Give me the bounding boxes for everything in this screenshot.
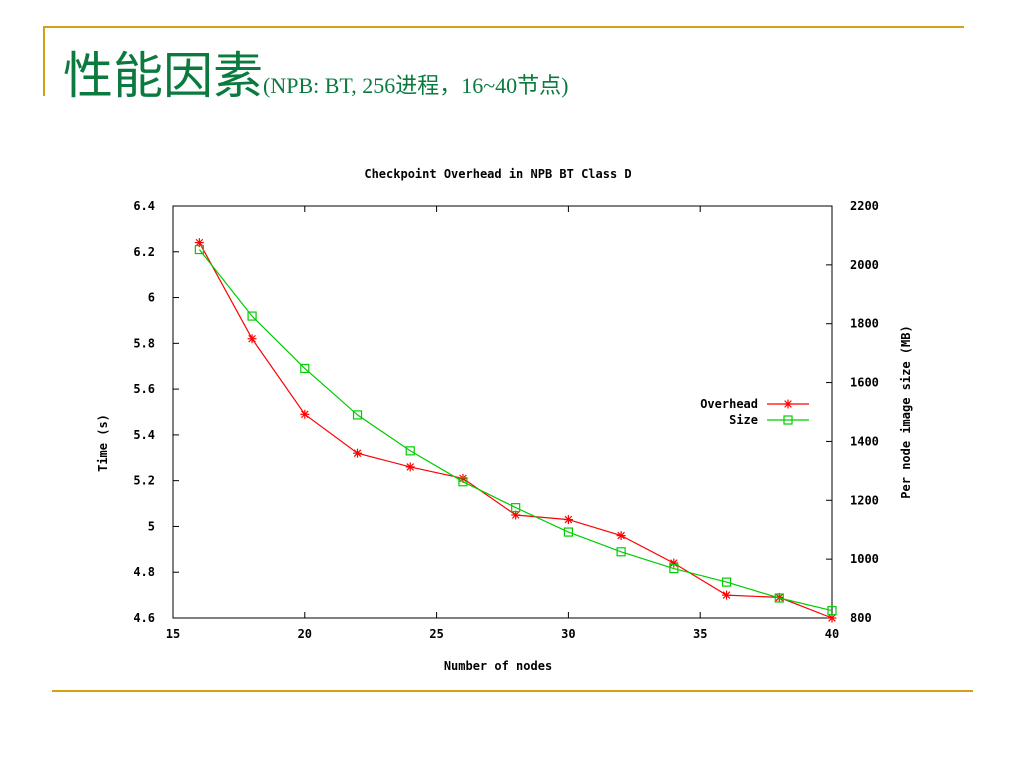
x-axis-label: Number of nodes xyxy=(444,659,552,673)
title-accent-bar xyxy=(43,26,45,96)
data-point-size xyxy=(669,563,679,574)
y2-tick-label: 2000 xyxy=(850,258,879,272)
line-chart: Checkpoint Overhead in NPB BT Class D Nu… xyxy=(96,167,913,673)
y-tick-label: 6.4 xyxy=(133,199,155,213)
series-line-overhead xyxy=(198,242,833,619)
y-tick-label: 4.8 xyxy=(133,565,155,579)
data-point-size xyxy=(827,606,837,616)
bottom-divider xyxy=(52,690,973,692)
slide-title-main: 性能因素 xyxy=(63,47,263,105)
chart-title: Checkpoint Overhead in NPB BT Class D xyxy=(364,167,631,181)
slide-title: 性能因素(NPB: BT, 256进程，16~40节点) xyxy=(63,46,568,106)
y-tick-label: 5 xyxy=(148,519,155,533)
data-point-overhead xyxy=(722,590,732,600)
y2-tick-label: 1200 xyxy=(850,493,879,507)
x-tick-label: 40 xyxy=(825,627,839,641)
data-point-size xyxy=(721,577,732,587)
y-axis-label: Time (s) xyxy=(96,414,110,472)
data-point-size xyxy=(352,410,363,420)
slide-title-sub: (NPB: BT, 256进程，16~40节点) xyxy=(263,73,569,98)
data-point-size xyxy=(300,363,310,374)
legend-marker xyxy=(783,399,793,409)
data-point-overhead xyxy=(511,510,521,520)
y2-tick-label: 1400 xyxy=(850,434,879,448)
data-point-overhead xyxy=(194,238,204,248)
data-point-overhead xyxy=(563,515,573,525)
legend-label: Size xyxy=(729,413,758,427)
y-tick-label: 5.4 xyxy=(133,428,155,442)
data-point-size xyxy=(194,244,204,255)
series-line-size xyxy=(198,249,833,612)
y-tick-label: 4.6 xyxy=(133,611,155,625)
y-tick-label: 6 xyxy=(148,291,155,305)
y2-tick-label: 2200 xyxy=(850,199,879,213)
top-divider xyxy=(43,26,964,28)
data-point-size xyxy=(458,477,468,487)
data-point-overhead xyxy=(616,531,626,541)
data-point-size xyxy=(563,527,573,537)
data-point-size xyxy=(774,593,784,603)
x-tick-label: 35 xyxy=(693,627,707,641)
x-tick-label: 25 xyxy=(429,627,443,641)
plot-frame xyxy=(172,205,833,619)
data-point-size xyxy=(616,547,626,557)
chart-container: Checkpoint Overhead in NPB BT Class D Nu… xyxy=(80,160,960,680)
data-point-size xyxy=(511,503,521,513)
y2-tick-label: 800 xyxy=(850,611,872,625)
legend-marker xyxy=(783,415,793,425)
data-point-overhead xyxy=(669,558,679,568)
plot-area: 15 20 25 30 35 40 4.6 4.8 5 5.2 5.4 5.6 5.8 6 6.2 6.4 80… xyxy=(133,199,879,641)
data-point-overhead xyxy=(353,448,363,458)
y-tick-label: 5.2 xyxy=(133,474,155,488)
data-point-overhead xyxy=(247,334,257,344)
y-tick-label: 5.6 xyxy=(133,382,155,396)
legend-label: Overhead xyxy=(700,397,758,411)
y2-tick-label: 1800 xyxy=(850,317,879,331)
data-point-overhead xyxy=(300,409,310,419)
y-tick-label: 6.2 xyxy=(133,245,155,259)
data-point-size xyxy=(405,446,415,456)
y2-axis-label: Per node image size (MB) xyxy=(899,325,913,498)
y2-tick-label: 1000 xyxy=(850,552,879,566)
y2-tick-label: 1600 xyxy=(850,376,879,390)
data-point-size xyxy=(247,311,257,321)
y-tick-label: 5.8 xyxy=(133,336,155,350)
x-tick-label: 15 xyxy=(166,627,180,641)
data-point-overhead xyxy=(405,462,415,472)
x-tick-label: 20 xyxy=(298,627,312,641)
x-tick-label: 30 xyxy=(561,627,575,641)
